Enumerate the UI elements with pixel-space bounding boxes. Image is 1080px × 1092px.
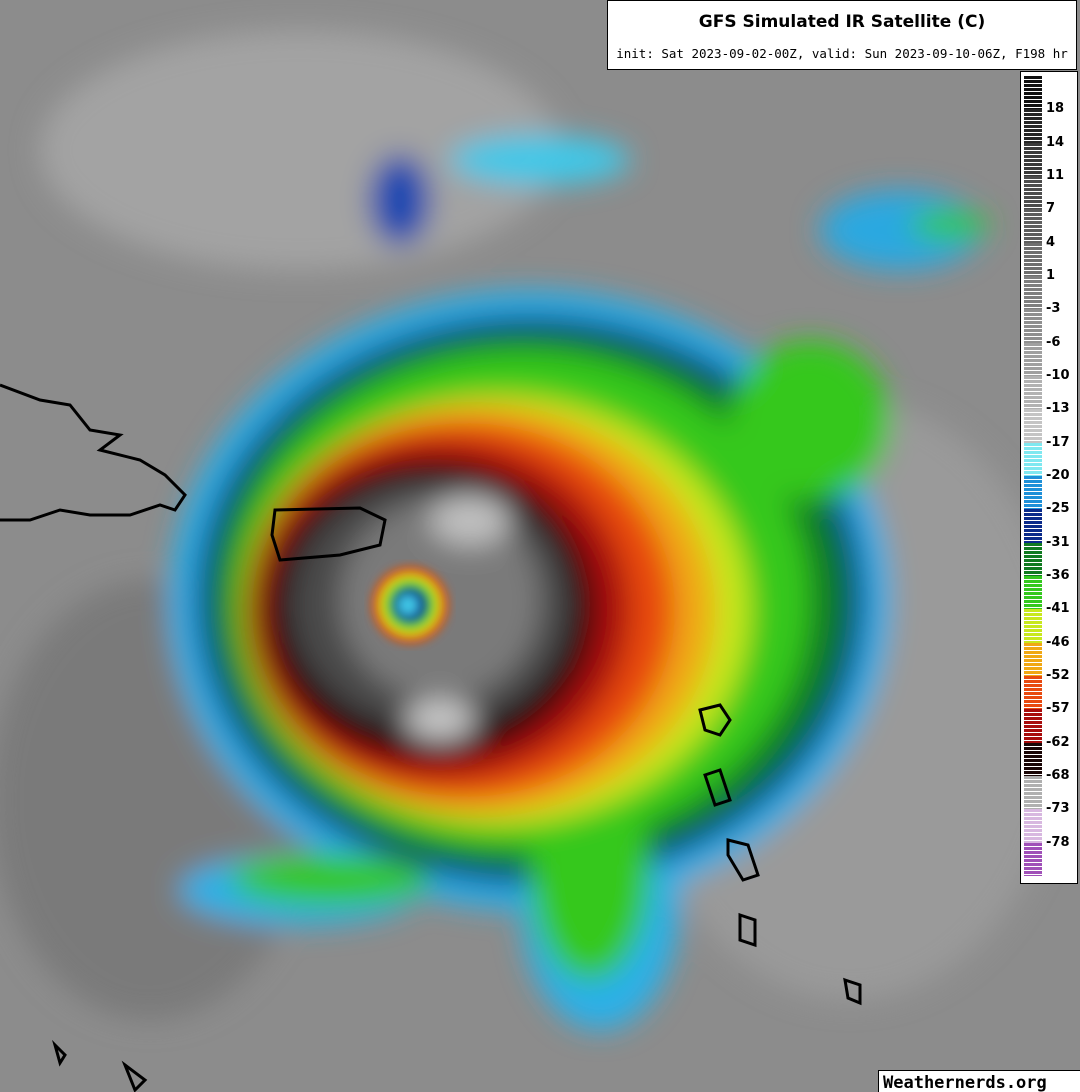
- subtitle: init: Sat 2023-09-02-00Z, valid: Sun 202…: [616, 46, 1068, 61]
- colorbar-swatch: [1024, 342, 1042, 377]
- colorbar-label: -78: [1046, 834, 1070, 850]
- colorbar-label: -3: [1046, 301, 1061, 317]
- colorbar-label: -17: [1046, 434, 1070, 450]
- colorbar-swatch: [1024, 709, 1042, 744]
- colorbar-swatch: [1024, 76, 1042, 110]
- colorbar-swatch: [1024, 576, 1042, 610]
- colorbar-swatch: [1024, 642, 1042, 677]
- title: GFS Simulated IR Satellite (C): [698, 12, 986, 32]
- colorbar: 18 14 11 7 4 1 -3 -6 -10 -13 -17 -20 -25 -31 -36 -41 -46…: [1020, 71, 1078, 884]
- colorbar-label: -57: [1046, 701, 1070, 717]
- colorbar-label: -68: [1046, 768, 1070, 783]
- colorbar-label: -25: [1046, 501, 1070, 517]
- colorbar-label: -62: [1046, 734, 1070, 750]
- colorbar-label: -73: [1046, 801, 1070, 817]
- colorbar-label: -52: [1046, 668, 1070, 683]
- colorbar-swatch: [1024, 609, 1042, 644]
- colorbar-label: -13: [1046, 401, 1070, 417]
- colorbar-label: 14: [1046, 134, 1065, 150]
- colorbar-label: 11: [1046, 168, 1065, 183]
- colorbar-swatch: [1024, 742, 1042, 777]
- colorbar-swatch: [1024, 309, 1042, 344]
- colorbar-label: 4: [1046, 234, 1056, 250]
- colorbar-swatch: [1024, 809, 1042, 844]
- colorbar-swatch: [1024, 776, 1042, 810]
- eye: [372, 567, 448, 643]
- colorbar-label: 1: [1046, 268, 1056, 283]
- colorbar-swatch: [1024, 142, 1042, 177]
- colorbar-label: 7: [1046, 201, 1056, 217]
- colorbar-swatch: [1024, 542, 1042, 577]
- colorbar-label: -10: [1046, 368, 1070, 383]
- colorbar-swatch: [1024, 409, 1042, 444]
- colorbar-swatch: [1024, 676, 1042, 710]
- cloud-field: [0, 30, 1070, 1030]
- colorbar-swatch: [1024, 209, 1042, 244]
- colorbar-swatch: [1024, 109, 1042, 144]
- colorbar-swatch: [1024, 842, 1042, 877]
- colorbar-swatch: [1024, 476, 1042, 510]
- colorbar-swatch: [1024, 509, 1042, 544]
- colorbar-swatch: [1024, 242, 1042, 277]
- coastlines: [0, 383, 862, 1092]
- colorbar-swatch: [1024, 176, 1042, 210]
- colorbar-swatch: [1024, 442, 1042, 477]
- title-box: GFS Simulated IR Satellite (C) init: Sat…: [607, 0, 1077, 70]
- colorbar-label: -20: [1046, 468, 1070, 483]
- watermark: Weathernerds.org: [878, 1070, 1080, 1092]
- colorbar-label: 18: [1046, 101, 1065, 117]
- colorbar-swatch: [1024, 376, 1042, 410]
- colorbar-label: -46: [1046, 634, 1070, 650]
- colorbar-label: -41: [1046, 601, 1070, 617]
- colorbar-label: -31: [1046, 534, 1070, 550]
- colorbar-label: -6: [1046, 334, 1061, 350]
- colorbar-swatch: [1024, 276, 1042, 310]
- colorbar-label: -36: [1046, 568, 1070, 583]
